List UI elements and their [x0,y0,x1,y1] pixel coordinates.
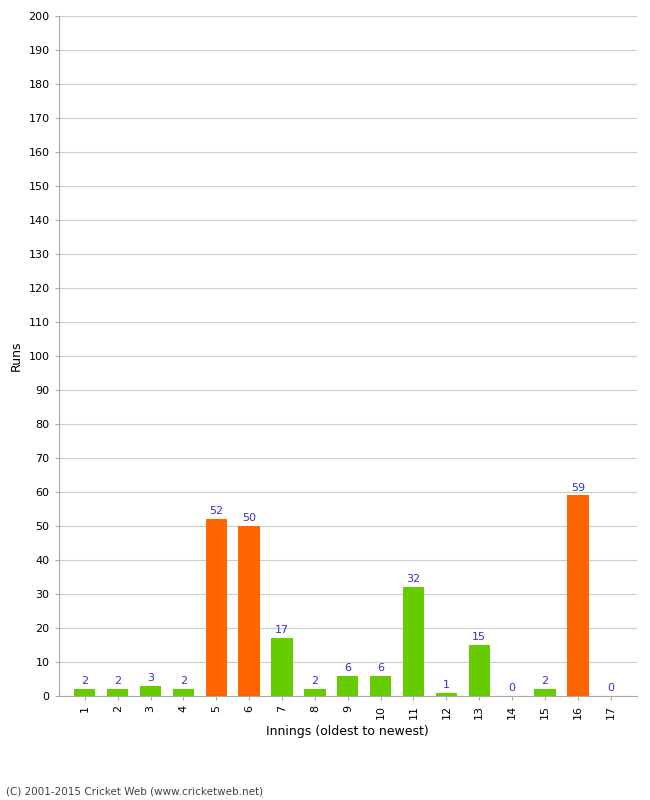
Text: 52: 52 [209,506,224,517]
Bar [271,638,293,696]
Text: 2: 2 [114,677,122,686]
Text: 2: 2 [541,677,549,686]
Text: 0: 0 [508,683,515,694]
Bar [140,686,161,696]
Y-axis label: Runs: Runs [10,341,23,371]
Text: 50: 50 [242,514,256,523]
Bar [173,689,194,696]
Text: 6: 6 [377,663,384,673]
Text: (C) 2001-2015 Cricket Web (www.cricketweb.net): (C) 2001-2015 Cricket Web (www.cricketwe… [6,786,264,796]
Text: 17: 17 [275,626,289,635]
Bar [534,689,556,696]
Bar [403,587,424,696]
Bar [567,495,588,696]
Text: 1: 1 [443,680,450,690]
Bar [337,675,358,696]
Text: 2: 2 [81,677,88,686]
Text: 2: 2 [180,677,187,686]
Text: 2: 2 [311,677,318,686]
Text: 3: 3 [147,673,154,683]
Text: 0: 0 [607,683,614,694]
Bar [205,519,227,696]
Text: 15: 15 [473,632,486,642]
Bar [469,645,490,696]
Text: 32: 32 [406,574,421,585]
X-axis label: Innings (oldest to newest): Innings (oldest to newest) [266,725,429,738]
Bar [239,526,260,696]
Bar [304,689,326,696]
Text: 6: 6 [344,663,351,673]
Text: 59: 59 [571,482,585,493]
Bar [74,689,96,696]
Bar [370,675,391,696]
Bar [107,689,128,696]
Bar [436,693,457,696]
